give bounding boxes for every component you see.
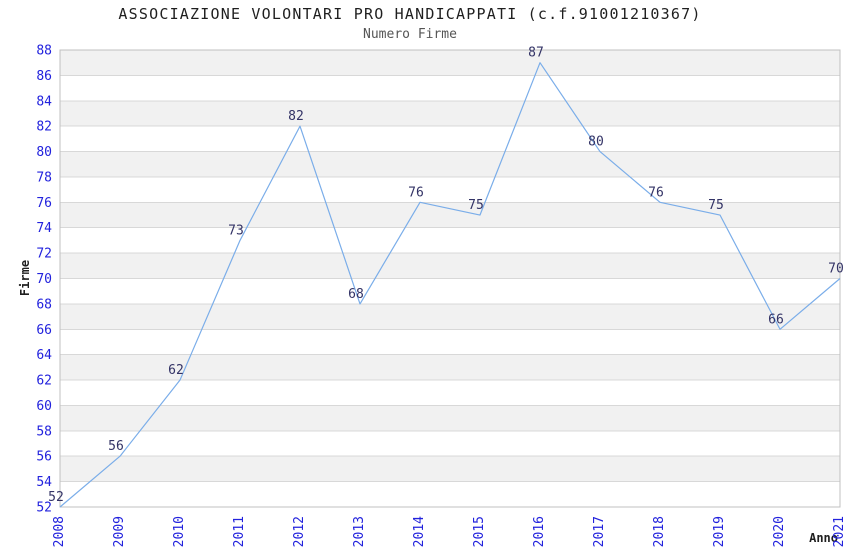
point-label: 75 (468, 198, 484, 213)
y-tick-label: 76 (36, 196, 52, 211)
series-line (59, 62, 841, 508)
band-group (60, 50, 840, 507)
plot-band (60, 50, 840, 76)
y-tick-label: 68 (36, 297, 52, 312)
y-tick-label: 72 (36, 247, 52, 262)
plot-band (60, 75, 840, 101)
y-tick-label: 84 (36, 94, 52, 109)
x-tick-label: 2012 (292, 516, 307, 547)
point-label: 52 (48, 490, 64, 505)
x-tick-label: 2010 (172, 516, 187, 547)
point-label: 76 (648, 185, 664, 200)
plot-band (60, 278, 840, 304)
plot-band (60, 176, 840, 203)
y-tick-label: 58 (36, 424, 52, 439)
plot-band (60, 253, 840, 279)
x-tick-label: 2016 (532, 516, 547, 547)
plot-band (60, 380, 840, 406)
y-tick-label: 66 (36, 323, 52, 338)
plot-band (60, 151, 840, 177)
x-tick-label: 2017 (592, 516, 607, 547)
point-label-group: 52 56 62 73 82 68 76 75 87 80 76 75 66 70 (48, 46, 844, 505)
plot-band (60, 227, 840, 254)
plot-band (60, 430, 840, 457)
point-label: 70 (828, 262, 844, 277)
chart-subtitle: Numero Firme (363, 27, 457, 42)
point-label: 75 (708, 198, 724, 213)
point-label: 87 (528, 46, 544, 61)
y-tick-label: 62 (36, 374, 52, 389)
plot-band (60, 481, 840, 507)
y-tick-label: 60 (36, 399, 52, 414)
gridline-group (60, 49, 840, 508)
point-label: 56 (108, 439, 124, 454)
plot-band (60, 100, 840, 127)
x-tick-label: 2008 (52, 516, 67, 547)
point-label: 62 (168, 363, 184, 378)
y-tick-label: 80 (36, 145, 52, 160)
x-tick-label-group: 2008 2009 2010 2011 2012 2013 2014 2015 2016 2017… (52, 516, 847, 547)
point-label: 68 (348, 287, 364, 302)
plot-band (60, 126, 840, 152)
point-label: 82 (288, 109, 304, 124)
x-tick-label: 2018 (652, 516, 667, 547)
point-label: 73 (228, 223, 244, 238)
x-axis-title: Anno (809, 531, 838, 545)
y-tick-label: 74 (36, 221, 52, 236)
x-tick-label: 2015 (472, 516, 487, 547)
plot-band (60, 202, 840, 228)
x-tick-label: 2020 (772, 516, 787, 547)
x-tick-label: 2013 (352, 516, 367, 547)
y-tick-label: 52 (36, 501, 52, 516)
x-tick-label: 2014 (412, 516, 427, 547)
point-label: 76 (408, 185, 424, 200)
plot-band (60, 329, 840, 355)
x-tick-label: 2011 (232, 516, 247, 547)
y-tick-label: 70 (36, 272, 52, 287)
y-tick-label: 56 (36, 450, 52, 465)
y-tick-label: 64 (36, 348, 52, 363)
x-tick-label: 2019 (712, 516, 727, 547)
plot-band (60, 456, 840, 482)
x-tick-label: 2021 (832, 516, 847, 547)
y-tick-label: 54 (36, 475, 52, 490)
plot-band (60, 354, 840, 381)
x-tick-label: 2009 (112, 516, 127, 547)
y-tick-label: 86 (36, 69, 52, 84)
y-tick-label-group: 52 54 56 58 60 62 64 66 68 70 72 74 76 78 80 82 84 86 88 (36, 44, 52, 516)
plot-band (60, 405, 840, 431)
point-label: 80 (588, 135, 604, 150)
y-tick-label: 88 (36, 44, 52, 59)
y-tick-label: 78 (36, 170, 52, 185)
y-tick-label: 82 (36, 120, 52, 135)
point-label: 66 (768, 312, 784, 327)
chart-title: ASSOCIAZIONE VOLONTARI PRO HANDICAPPATI … (118, 5, 702, 23)
plot-band (60, 303, 840, 330)
